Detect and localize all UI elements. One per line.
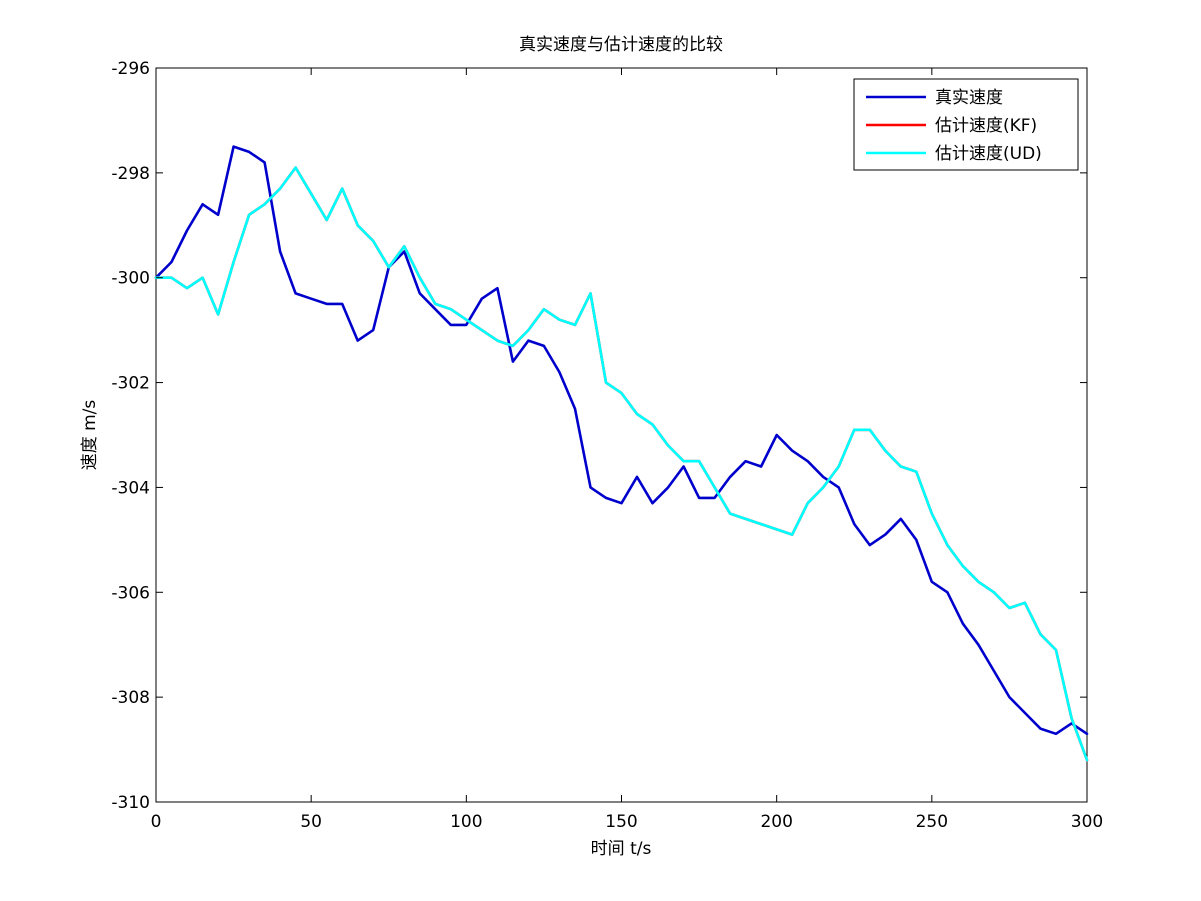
legend: 真实速度 估计速度(KF) 估计速度(UD) <box>853 78 1079 171</box>
chart-title: 真实速度与估计速度的比较 <box>519 35 723 55</box>
x-tick-label: 0 <box>151 812 162 832</box>
y-tick-label: -304 <box>111 478 150 498</box>
x-tick-label: 150 <box>605 812 637 832</box>
y-tick-label: -302 <box>111 374 150 394</box>
y-tick-label: -310 <box>111 793 150 813</box>
x-axis-title: 时间 t/s <box>591 839 652 859</box>
y-tick-label: -296 <box>111 59 150 79</box>
x-tick-label: 200 <box>760 812 792 832</box>
x-tick-label: 100 <box>450 812 482 832</box>
legend-label-ud: 估计速度(UD) <box>935 144 1042 164</box>
legend-label-kf: 估计速度(KF) <box>935 116 1037 136</box>
y-tick-label: -308 <box>111 688 150 708</box>
tick-layer: 0 50 100 150 200 250 300 -296 -298 -300 -302 -304 -3… <box>111 59 1103 832</box>
y-axis-title: 速度 m/s <box>80 400 100 471</box>
x-tick-label: 250 <box>916 812 948 832</box>
series-layer <box>154 145 1089 762</box>
x-tick-label: 300 <box>1071 812 1103 832</box>
x-tick-label: 50 <box>300 812 322 832</box>
y-tick-label: -300 <box>111 269 150 289</box>
series-ud-estimate <box>154 166 1089 762</box>
y-tick-label: -306 <box>111 583 150 603</box>
plot-area <box>155 67 1088 803</box>
series-true-velocity <box>154 145 1089 736</box>
legend-label-true: 真实速度 <box>935 88 1003 108</box>
y-tick-label: -298 <box>111 164 150 184</box>
